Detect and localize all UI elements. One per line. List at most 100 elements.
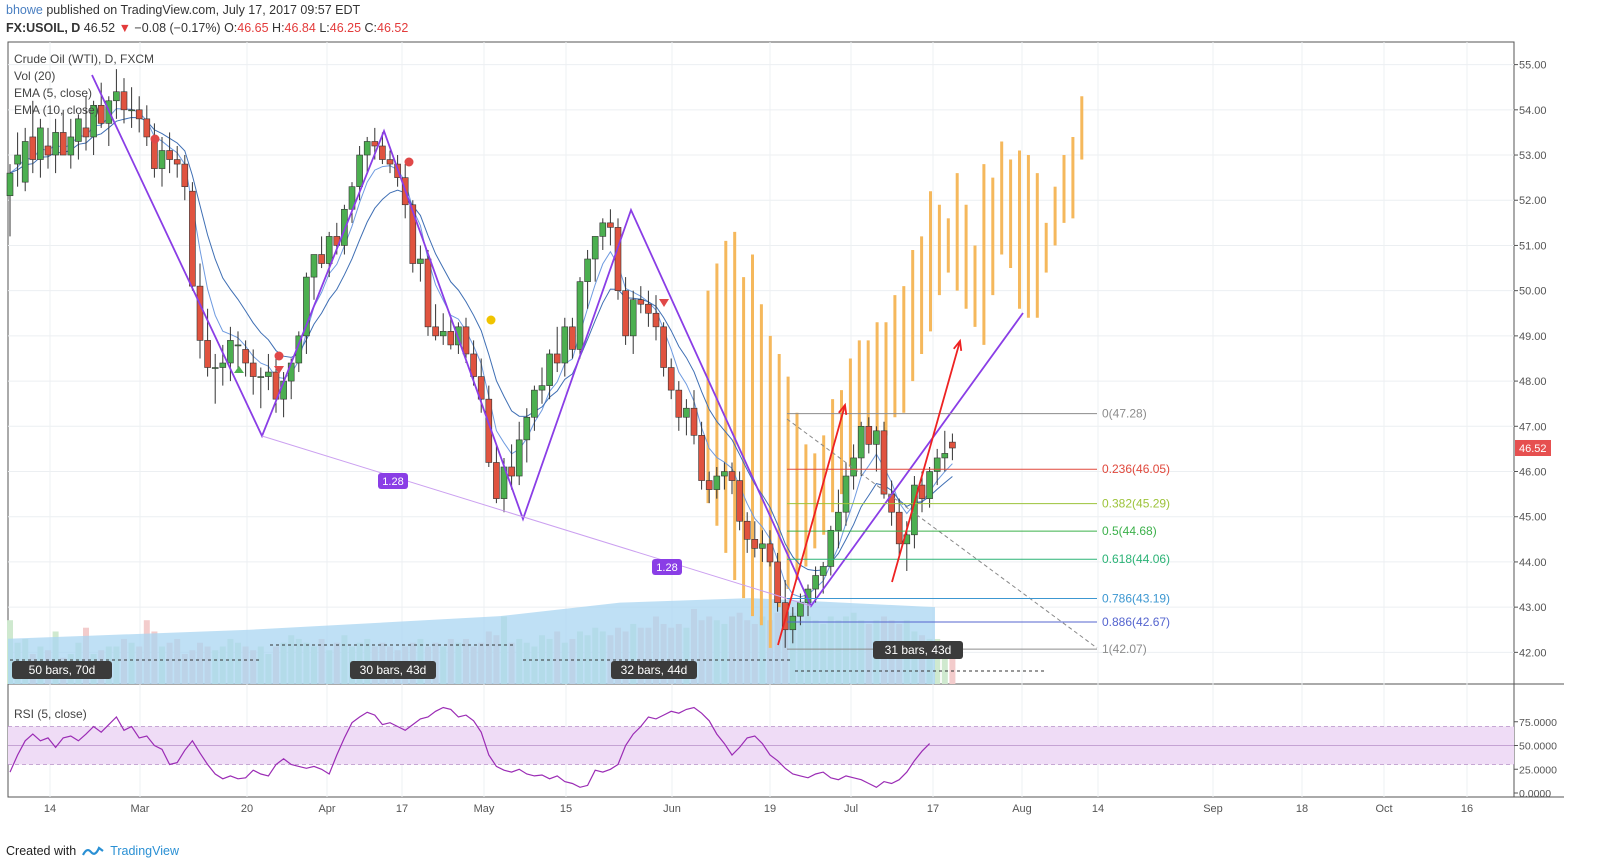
candle-body [804,588,812,603]
candle-body [941,453,949,459]
candle-body [835,511,842,531]
candle-body [546,353,553,386]
candle-body [189,190,196,287]
pattern-diagonal [261,435,812,607]
candle-body [44,145,52,156]
candle-body [766,543,774,563]
candle-body [462,326,470,355]
main-legend-title[interactable]: Crude Oil (WTI), D, FXCM [14,52,154,66]
candle-body [721,471,728,477]
down-arrow-icon: ▼ [118,21,131,35]
x-tick-label: 19 [764,803,776,815]
candle-body [538,385,546,391]
rsi-tick-label: 75.0000 [1519,717,1557,729]
candle-body [576,281,584,350]
candle-body [675,389,683,418]
ratio-badge [652,559,682,575]
candle-body [759,543,766,549]
bars-pattern-label: 32 bars, 44d [621,663,688,677]
rsi-tick-label: 0.0000 [1519,788,1551,800]
rsi-line [9,706,931,789]
candle-body [265,371,272,377]
ema5-legend[interactable]: EMA (5, close) [14,86,93,100]
candle-body [591,236,599,260]
candle-body [82,127,90,138]
ema10-legend[interactable]: EMA (10, close) [14,103,99,117]
symbol-label: FX:USOIL, D [6,21,81,35]
candle-body [21,141,29,183]
footer: Created with TradingView [6,844,179,858]
x-tick-label: 17 [927,803,939,815]
x-tick-label: Mar [131,803,150,815]
rsi-tick-label: 25.0000 [1519,764,1557,776]
x-tick-label: Jul [844,803,858,815]
volume-legend[interactable]: Vol (20) [14,69,56,83]
y-tick-label: 46.00 [1519,467,1547,479]
candle-body [873,430,880,445]
candle-body [417,258,424,264]
volume-profile-area [8,598,935,684]
ema-line [9,116,953,572]
candle-body [242,349,249,364]
candle-body [455,326,462,346]
fib-level-label: 0.382(45.29) [1102,497,1170,511]
candle-body [812,575,819,590]
volume-bar [934,638,941,684]
forecast-arrow-head [838,402,848,416]
x-tick-label: 16 [1461,803,1473,815]
candle-body [508,466,515,477]
candle-body [645,303,652,314]
volume-bar [949,642,956,684]
y-tick-label: 49.00 [1519,331,1547,343]
rsi-legend[interactable]: RSI (5, close) [14,707,87,721]
candle-body [181,163,189,187]
signal-dot [486,315,496,325]
candle-body [523,416,531,441]
bars-pattern-badge [350,661,436,679]
change-value: −0.08 (−0.17%) [134,21,221,35]
candle-body [599,222,607,237]
fib-level-label: 1(42.07) [1102,642,1147,656]
y-tick-label: 44.00 [1519,557,1547,569]
tradingview-brand-link[interactable]: TradingView [110,844,179,858]
x-tick-label: Oct [1375,803,1392,815]
candle-body [918,484,926,499]
high-value: 46.84 [284,21,316,35]
author-name[interactable]: bhowe [6,3,43,17]
candle-body [622,290,629,337]
candle-body [287,362,295,382]
candle-body [234,344,242,347]
candle-body [196,285,204,341]
candle-body [409,204,417,264]
candle-body [827,529,835,567]
candle-body [439,331,447,337]
ratio-label: 1.28 [382,476,403,488]
publish-info: bhowe published on TradingView.com, July… [6,3,360,17]
candle-body [789,615,797,631]
signal-dot [404,157,414,167]
candle-body [14,154,21,165]
candle-body [553,353,561,364]
x-tick-label: Sep [1203,803,1223,815]
rsi-tick-label: 50.0000 [1519,741,1557,753]
sell-triangle-icon [274,366,284,374]
fib-level-label: 0.5(44.68) [1102,524,1157,538]
x-tick-label: 15 [560,803,572,815]
candle-body [880,430,888,495]
candle-body [113,91,120,102]
candle-body [637,299,645,305]
x-tick-label: 18 [1296,803,1308,815]
candle-body [143,118,151,138]
fib-level-label: 0.236(46.05) [1102,462,1170,476]
y-tick-label: 54.00 [1519,105,1547,117]
x-tick-label: 14 [44,803,56,815]
bars-pattern-label: 30 bars, 43d [360,663,427,677]
candle-body [447,331,455,346]
candle-body [249,362,257,377]
last-price-label: 46.52 [1519,443,1547,455]
x-tick-label: May [474,803,495,815]
close-label: C: [364,21,378,35]
candle-body [743,520,751,540]
candle-body [857,425,865,459]
